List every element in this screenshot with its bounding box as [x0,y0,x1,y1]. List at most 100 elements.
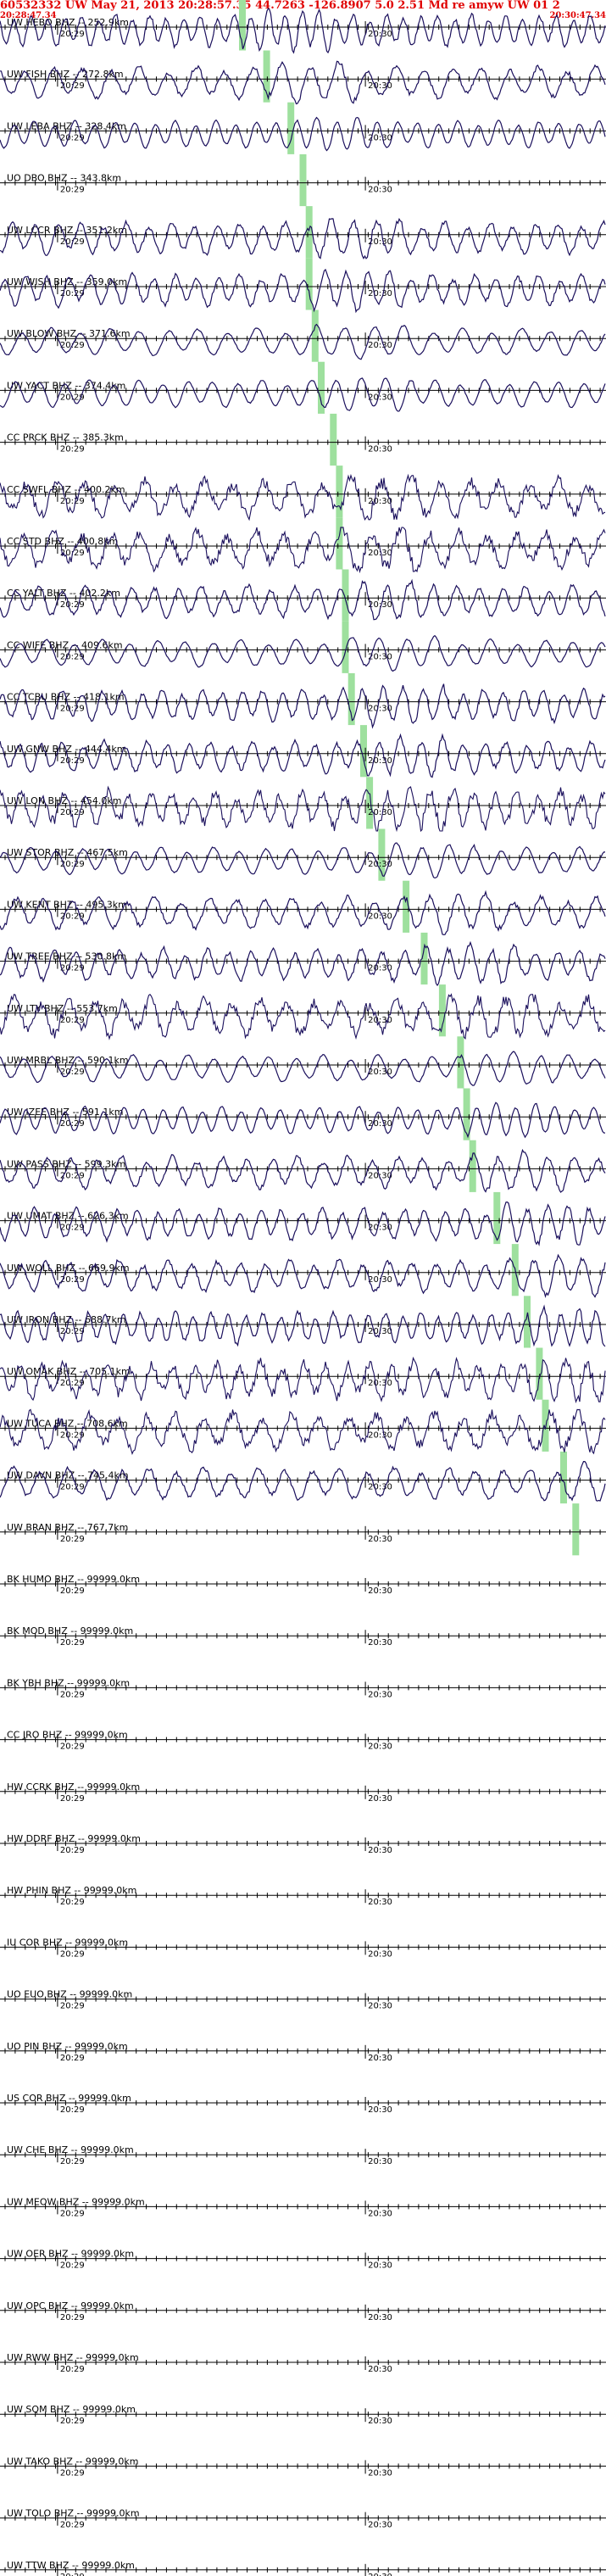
time-tick-label: 20:30 [368,289,392,298]
time-tick-label: 20:30 [368,705,392,714]
time-tick-label: 20:30 [368,2417,392,2426]
time-tick-label: 20:29 [60,186,85,195]
time-tick-label: 20:29 [60,1586,85,1596]
pick-marker [378,828,386,881]
pick-marker [318,361,325,414]
pick-marker [342,621,349,673]
time-tick-label: 20:29 [60,600,85,610]
time-tick-label: 20:30 [368,1535,392,1544]
channel-label: UW MRBL BHZ -- 590.1km [7,1055,129,1066]
time-tick-label: 20:30 [368,133,392,142]
pick-marker [342,569,349,622]
time-tick-label: 20:29 [60,1690,85,1699]
pick-marker [239,0,246,51]
channel-label: UW BLOW BHZ -- 371.6km [7,328,131,339]
pick-marker [287,102,295,154]
channel-label: UW OER BHZ -- 99999.0km [7,2249,134,2260]
time-tick-label: 20:29 [60,2261,85,2271]
time-tick-label: 20:29 [60,1224,85,1233]
channel-label: UW BRAN BHZ -- 767.7km [7,1522,128,1533]
time-tick-label: 20:29 [60,1275,85,1285]
waveform-trace [0,940,606,987]
waveform-trace [0,1356,606,1403]
pick-marker [420,932,428,985]
channel-label: BK HUMO BHZ -- 99999.0km [7,1574,140,1585]
time-tick-label: 20:30 [368,1949,392,1959]
time-tick-label: 20:29 [60,2002,85,2011]
channel-label: UW STOR BHZ -- 467.5km [7,847,128,858]
waveform-trace [0,116,606,152]
waveform-trace [0,217,606,259]
time-tick-label: 20:29 [60,964,85,973]
waveform-trace [0,634,606,672]
time-tick-label: 20:29 [60,2209,85,2218]
time-tick-label: 20:29 [60,1379,85,1388]
waveform-trace [0,889,606,936]
pick-marker [463,1088,470,1140]
time-tick-label: 20:30 [368,1846,392,1855]
time-tick-label: 20:30 [368,1742,392,1752]
time-tick-label: 20:30 [368,1068,392,1077]
waveform-trace [0,473,606,521]
time-tick-label: 20:30 [368,1171,392,1180]
time-tick-label: 20:29 [60,2313,85,2322]
channel-label: US COR BHZ -- 99999.0km [7,2093,131,2104]
pick-marker [572,1503,580,1556]
time-tick-label: 20:29 [60,2417,85,2426]
waveform-trace [0,1101,606,1139]
time-tick-label: 20:30 [368,1016,392,1025]
time-tick-label: 20:29 [60,2105,85,2115]
time-tick-label: 20:29 [60,289,85,298]
waveform-trace [0,8,606,54]
pick-marker [536,1347,543,1400]
channel-label: BK YBH BHZ -- 99999.0km [7,1677,130,1688]
waveform-trace [0,1201,606,1246]
pick-marker [438,984,446,1037]
time-tick-label: 20:30 [368,2002,392,2011]
time-tick-label: 20:30 [368,81,392,91]
time-tick-label: 20:30 [368,1794,392,1804]
time-tick-label: 20:30 [368,1119,392,1129]
time-tick-label: 20:30 [368,2054,392,2063]
channel-label: UW TREE BHZ -- 530.8km [7,951,126,962]
channel-label: UW DAVN BHZ -- 745.4km [7,1470,129,1481]
waveform-trace [0,1148,606,1193]
channel-label: UW GNW BHZ -- 444.4km [7,744,125,755]
time-tick-label: 20:30 [368,549,392,558]
time-tick-label: 20:30 [368,186,392,195]
pick-marker [366,777,374,829]
channel-label: UO DBO BHZ -- 343.8km [7,173,121,184]
time-tick-label: 20:30 [368,2521,392,2530]
time-tick-label: 20:29 [60,1068,85,1077]
end-time-label: 20:30:47.34 [549,11,606,20]
channel-label: CC STD BHZ -- 400.8km [7,536,118,547]
time-tick-label: 20:29 [60,1016,85,1025]
time-tick-label: 20:30 [368,2105,392,2115]
waveform-trace [0,842,605,879]
time-tick-label: 20:29 [60,2573,85,2576]
channel-label: CC SWFL BHZ -- 400.2km [7,484,125,495]
time-tick-label: 20:29 [60,2365,85,2374]
channel-label: UW TOLO BHZ -- 99999.0km [7,2508,140,2519]
time-tick-label: 20:30 [368,2209,392,2218]
time-tick-label: 20:30 [368,652,392,661]
time-tick-label: 20:29 [60,1742,85,1752]
time-tick-label: 20:29 [60,1483,85,1492]
time-tick-label: 20:29 [60,2054,85,2063]
time-tick-label: 20:30 [368,1224,392,1233]
time-tick-label: 20:30 [368,497,392,506]
start-time-label: 20:28:47.34 [0,11,57,20]
channel-label: UW UMAT BHZ -- 626.3km [7,1211,129,1222]
time-tick-label: 20:29 [60,2157,85,2166]
time-tick-label: 20:29 [60,133,85,142]
time-tick-label: 20:30 [368,1898,392,1907]
time-tick-label: 20:29 [60,2468,85,2478]
waveform-trace [0,1253,606,1298]
channel-label: HW PHIN BHZ -- 99999.0km [7,1885,136,1896]
time-tick-label: 20:30 [368,1638,392,1648]
pick-marker [542,1399,549,1452]
time-tick-label: 20:30 [368,808,392,817]
channel-label: UW LON BHZ -- 454.0km [7,795,121,806]
pick-marker [560,1451,567,1504]
